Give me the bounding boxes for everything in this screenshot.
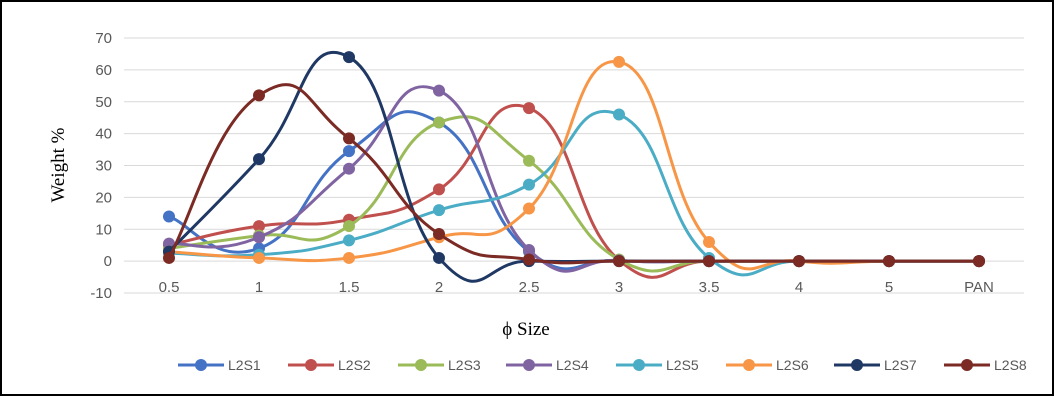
y-axis-title: Weight %	[48, 127, 69, 202]
data-point	[343, 251, 355, 264]
legend-item-l2s7[interactable]: L2S7	[834, 357, 917, 373]
data-point	[523, 243, 535, 256]
data-point	[523, 102, 535, 115]
legend-label: L2S6	[776, 357, 809, 373]
data-point	[433, 204, 445, 217]
series-l2s3	[163, 115, 985, 273]
x-tick-label: 0.5	[159, 279, 180, 296]
y-tick-label: 60	[95, 62, 112, 79]
legend-swatch-marker	[961, 359, 973, 371]
data-point	[163, 251, 175, 264]
data-point	[433, 84, 445, 97]
legend-label: L2S2	[338, 357, 371, 373]
data-point	[613, 55, 625, 68]
legend-label: L2S7	[884, 357, 917, 373]
y-tick-label: 0	[104, 253, 112, 270]
data-point	[703, 236, 715, 248]
legend-label: L2S5	[666, 357, 699, 373]
x-tick-label: 1	[255, 279, 263, 296]
x-tick-label: 2.5	[519, 279, 540, 296]
x-tick-label: PAN	[964, 279, 994, 296]
legend-swatch-marker	[633, 359, 645, 371]
series-line	[167, 50, 981, 283]
x-tick-label: 4	[795, 279, 803, 296]
x-tick-label: 3.5	[699, 279, 720, 296]
y-tick-label: 30	[95, 158, 112, 175]
x-axis-title: ϕ Size	[502, 319, 549, 340]
data-point	[523, 202, 535, 215]
legend-label: L2S8	[994, 357, 1027, 373]
x-tick-label: 5	[885, 279, 893, 296]
y-tick-label: 10	[95, 221, 112, 238]
x-axis-ticks: 0.5 1 1.5 2 2.5 3 3.5 4 5 PAN	[159, 279, 994, 296]
data-point	[613, 108, 625, 121]
data-point	[343, 51, 355, 64]
legend-swatch-marker	[743, 359, 755, 371]
data-point	[343, 220, 355, 233]
data-point	[253, 231, 265, 244]
data-point	[343, 234, 355, 247]
data-point	[343, 145, 355, 158]
legend-item-l2s4[interactable]: L2S4	[506, 357, 589, 373]
data-point	[883, 255, 895, 268]
y-tick-label: 20	[95, 189, 112, 206]
y-tick-label: 70	[95, 30, 112, 47]
legend-swatch-marker	[305, 359, 317, 371]
data-point	[523, 154, 535, 167]
data-point	[523, 253, 535, 266]
data-point	[253, 153, 265, 166]
legend-label: L2S4	[556, 357, 589, 373]
data-point	[163, 210, 175, 223]
data-point	[433, 183, 445, 196]
x-tick-label: 1.5	[339, 279, 360, 296]
legend-item-l2s8[interactable]: L2S8	[944, 357, 1027, 373]
legend-item-l2s3[interactable]: L2S3	[398, 357, 481, 373]
data-point	[613, 255, 625, 268]
y-tick-label: 50	[95, 94, 112, 111]
data-point	[433, 228, 445, 241]
data-point	[343, 132, 355, 145]
data-point	[433, 251, 445, 264]
x-tick-label: 2	[435, 279, 443, 296]
series-line	[167, 109, 981, 277]
y-tick-label: -10	[90, 285, 112, 302]
legend-label: L2S1	[228, 357, 261, 373]
legend-swatch-marker	[523, 359, 535, 371]
legend-label: L2S3	[448, 357, 481, 373]
data-point	[793, 255, 805, 268]
data-point	[523, 178, 535, 191]
data-point	[703, 255, 715, 268]
data-point	[253, 251, 265, 264]
series-line	[167, 60, 981, 271]
legend-swatch-marker	[195, 359, 207, 371]
y-axis-ticks: -10 0 10 20 30 40 50 60 70	[90, 30, 112, 302]
legend-item-l2s1[interactable]: L2S1	[178, 357, 261, 373]
series-line	[167, 115, 981, 273]
legend-swatch-marker	[415, 359, 427, 371]
data-point	[253, 220, 265, 233]
series-group	[163, 50, 985, 283]
series-l2s8	[163, 83, 985, 268]
data-point	[253, 89, 265, 102]
legend: L2S1 L2S2 L2S3 L2S4 L2S5 L2S6 L2S7 L2S8	[178, 357, 1027, 373]
data-point	[343, 162, 355, 175]
legend-item-l2s6[interactable]: L2S6	[726, 357, 809, 373]
data-point	[973, 255, 985, 268]
legend-item-l2s2[interactable]: L2S2	[288, 357, 371, 373]
legend-swatch-marker	[851, 359, 863, 371]
y-tick-label: 40	[95, 126, 112, 143]
data-point	[433, 116, 445, 129]
x-tick-label: 3	[615, 279, 623, 296]
legend-item-l2s5[interactable]: L2S5	[616, 357, 699, 373]
